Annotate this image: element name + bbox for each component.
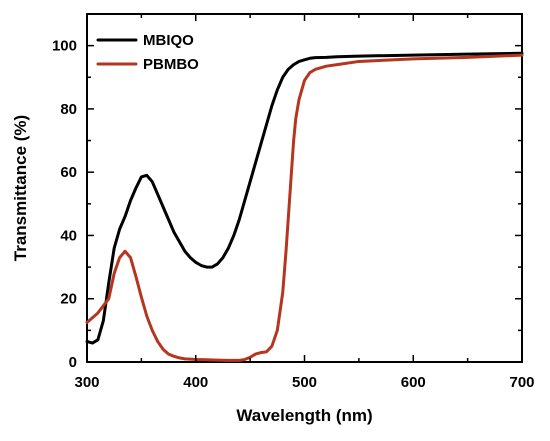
x-tick-label: 300 bbox=[74, 374, 99, 391]
x-axis-title: Wavelength (nm) bbox=[236, 406, 372, 425]
axes-layer: 300 400 500 600 700 0 20 40 60 80 100 bbox=[52, 13, 535, 391]
y-tick-label: 100 bbox=[52, 38, 77, 55]
series-line-pbmbo bbox=[85, 53, 524, 362]
legend-label-mbiqo: MBIQO bbox=[143, 32, 194, 49]
x-tick-label: 400 bbox=[183, 374, 208, 391]
y-tick-label: 0 bbox=[69, 354, 77, 371]
legend: MBIQO PBMBO bbox=[96, 32, 199, 73]
y-tick-label: 20 bbox=[60, 291, 77, 308]
x-tick-label: 600 bbox=[401, 374, 426, 391]
y-axis-title: Transmittance (%) bbox=[11, 115, 30, 261]
series-line-mbiqo bbox=[85, 51, 524, 345]
x-tick-label: 500 bbox=[292, 374, 317, 391]
series-layer bbox=[85, 51, 524, 362]
legend-label-pbmbo: PBMBO bbox=[143, 56, 199, 73]
x-tick-label: 700 bbox=[509, 374, 534, 391]
y-tick-label: 40 bbox=[60, 227, 77, 244]
y-tick-label: 80 bbox=[60, 101, 77, 118]
y-tick-label: 60 bbox=[60, 164, 77, 181]
